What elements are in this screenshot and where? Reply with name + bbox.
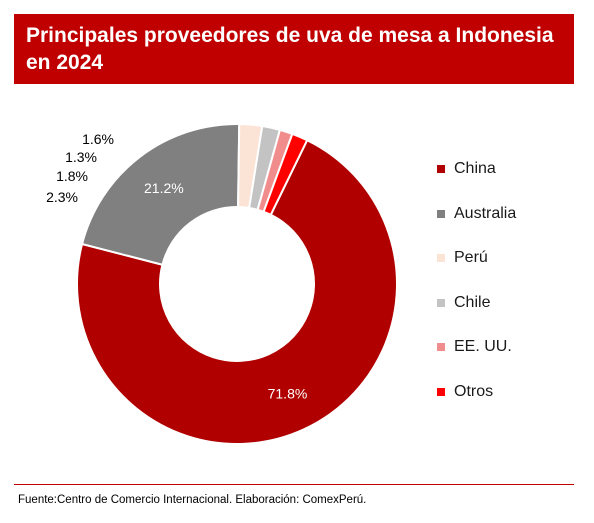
legend-swatch — [437, 209, 445, 218]
legend-swatch — [437, 298, 445, 307]
legend-label: China — [454, 160, 496, 177]
legend-item: Otros — [437, 381, 516, 403]
data-label: 71.8% — [268, 385, 308, 401]
slice-china — [76, 138, 398, 445]
legend-swatch — [437, 254, 445, 262]
legend-label: Otros — [454, 382, 494, 400]
chart-title: Principales proveedores de uva de mesa a… — [26, 24, 554, 74]
data-label: 1.3% — [65, 149, 97, 165]
title-bar: Principales proveedores de uva de mesa a… — [14, 14, 574, 84]
legend-swatch — [437, 165, 445, 173]
legend-swatch — [437, 387, 445, 396]
legend-label: Chile — [454, 293, 491, 311]
slice-australia — [80, 123, 241, 266]
legend-label: Australia — [454, 204, 517, 222]
data-label: 2.3% — [46, 189, 78, 205]
data-label: 1.6% — [82, 131, 114, 147]
legend-item: Australia — [437, 203, 516, 225]
legend-label: Perú — [454, 249, 488, 266]
legend-item: China — [437, 158, 516, 180]
source-note: Fuente:Centro de Comercio Internacional.… — [18, 494, 367, 506]
chart-legend: China Australia Perú Chile EE. UU. Otros — [437, 158, 516, 425]
data-label: 1.8% — [56, 168, 88, 184]
footer-rule — [14, 484, 574, 485]
legend-label: EE. UU. — [454, 338, 512, 355]
legend-item: Chile — [437, 292, 516, 314]
legend-item: EE. UU. — [437, 336, 516, 358]
legend-swatch — [437, 343, 445, 351]
legend-item: Perú — [437, 247, 516, 269]
slice-otros — [262, 132, 309, 217]
data-label: 21.2% — [144, 180, 184, 196]
